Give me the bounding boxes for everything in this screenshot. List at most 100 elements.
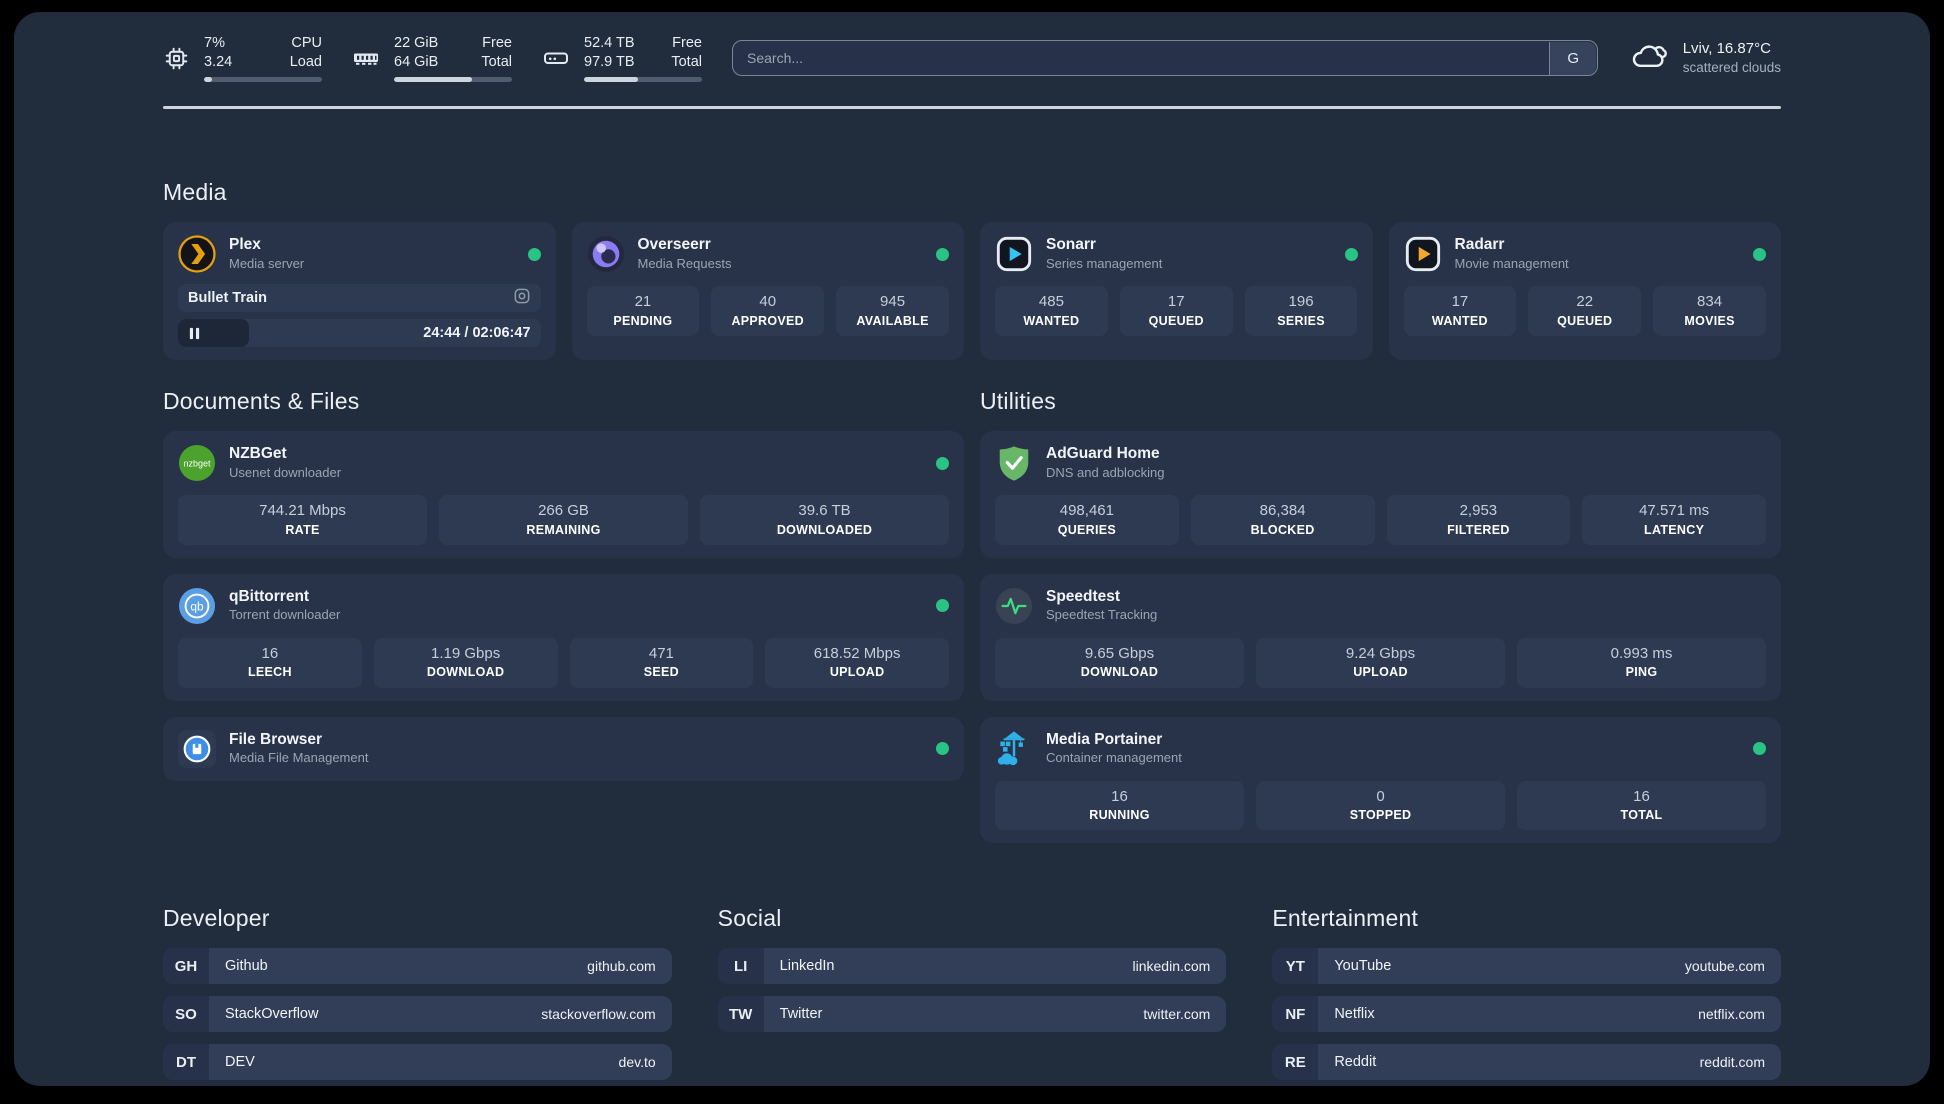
link-name: Twitter xyxy=(779,1006,823,1023)
stat-value: 266 GB xyxy=(538,502,589,519)
qbittorrent-icon: qb xyxy=(178,587,216,625)
link-twitter[interactable]: TW Twitter twitter.com xyxy=(717,996,1227,1033)
stat-label: STOPPED xyxy=(1349,808,1412,822)
section-documents: Documents & Files nzbget NZBGet Usenet d xyxy=(163,388,964,781)
stat-value: 0 xyxy=(1376,787,1385,805)
link-stackoverflow[interactable]: SO StackOverflow stackoverflow.com xyxy=(163,996,672,1033)
stat-tile: 9.24 Gbps UPLOAD xyxy=(1256,637,1505,688)
stat-value: 40 xyxy=(759,293,777,310)
link-github[interactable]: GH Github github.com xyxy=(163,948,672,985)
status-dot xyxy=(1344,247,1358,261)
disk-progress-bar xyxy=(584,76,702,82)
link-netflix[interactable]: NF Netflix netflix.com xyxy=(1272,996,1781,1033)
service-title: File Browser xyxy=(229,730,323,748)
memory-free-value: 22 GiB xyxy=(394,35,439,52)
stat-value: 39.6 TB xyxy=(798,502,851,519)
disk-icon xyxy=(542,44,570,72)
filebrowser-icon xyxy=(178,729,216,768)
stat-value: 17 xyxy=(1451,293,1469,310)
cpu-load-value: 3.24 xyxy=(204,54,233,70)
cpu-usage-label: CPU xyxy=(291,35,322,52)
section-utilities: Utilities AdGuard Home DNS and adblocki xyxy=(980,388,1781,844)
service-card-plex[interactable]: Plex Media server Bullet Train xyxy=(163,222,556,360)
status-dot xyxy=(1753,247,1766,261)
section-developer: Developer GH Github github.com SO StackO… xyxy=(163,905,672,1086)
stat-tile: 16 LEECH xyxy=(178,637,362,688)
link-name: LinkedIn xyxy=(779,958,835,975)
service-card-radarr[interactable]: Radarr Movie management 17 WANTED 22 QUE… xyxy=(1388,222,1781,360)
stat-tile: 0 STOPPED xyxy=(1256,780,1505,831)
link-badge: SO xyxy=(163,996,209,1033)
stat-value: 16 xyxy=(1111,787,1128,805)
playback-progress-bar: 24:44 / 02:06:47 xyxy=(178,319,541,347)
link-name: StackOverflow xyxy=(225,1006,319,1023)
link-reddit[interactable]: RE Reddit reddit.com xyxy=(1272,1044,1781,1081)
stat-value: 21 xyxy=(634,293,652,310)
service-title: AdGuard Home xyxy=(1046,445,1160,463)
service-card-filebrowser[interactable]: File Browser Media File Management xyxy=(163,716,964,781)
link-badge: GH xyxy=(163,948,209,985)
service-card-qbittorrent[interactable]: qb qBittorrent Torrent downloader 16 LEE… xyxy=(163,573,964,701)
service-card-nzbget[interactable]: nzbget NZBGet Usenet downloader 744.21 M… xyxy=(163,431,964,558)
link-youtube[interactable]: YT YouTube youtube.com xyxy=(1272,948,1781,985)
status-dot xyxy=(936,599,949,613)
link-badge: YT xyxy=(1272,948,1319,985)
adguard-icon xyxy=(995,444,1033,482)
service-card-portainer[interactable]: Media Portainer Container management 16 … xyxy=(980,716,1781,844)
media-heading: Media xyxy=(163,179,227,205)
cpu-usage-value: 7% xyxy=(204,35,225,52)
stat-label: SEED xyxy=(643,665,679,680)
search-input[interactable] xyxy=(732,40,1598,76)
stat-value: 47.571 ms xyxy=(1639,502,1710,519)
documents-heading: Documents & Files xyxy=(163,388,360,414)
service-card-sonarr[interactable]: Sonarr Series management 485 WANTED 17 Q… xyxy=(980,222,1373,360)
stat-label: RATE xyxy=(285,522,320,537)
plex-icon xyxy=(178,235,216,273)
stat-tile: 2,953 FILTERED xyxy=(1386,495,1571,545)
service-card-adguard[interactable]: AdGuard Home DNS and adblocking 498,461 … xyxy=(980,431,1781,558)
stat-label: FILTERED xyxy=(1447,522,1510,537)
link-name: Netflix xyxy=(1334,1006,1375,1023)
service-title: Overseerr xyxy=(637,236,711,254)
service-subtitle: DNS and adblocking xyxy=(1046,464,1165,480)
service-card-overseerr[interactable]: Overseerr Media Requests 21 PENDING 40 A… xyxy=(571,222,964,360)
stat-value: 1.19 Gbps xyxy=(431,644,501,662)
link-dev[interactable]: DT DEV dev.to xyxy=(163,1044,672,1081)
search-engine-button[interactable]: G xyxy=(1549,41,1597,75)
stat-tile: 266 GB REMAINING xyxy=(439,495,688,545)
cpu-stat: 7% 3.24 CPU Load xyxy=(163,34,322,82)
stat-label: PENDING xyxy=(613,313,673,328)
service-title: NZBGet xyxy=(229,445,287,463)
now-playing-row: Bullet Train xyxy=(178,284,541,312)
status-dot xyxy=(936,247,949,261)
stat-label: MOVIES xyxy=(1684,313,1735,328)
link-name: DEV xyxy=(225,1054,255,1071)
svg-text:qb: qb xyxy=(190,599,204,613)
stat-label: UPLOAD xyxy=(1353,665,1408,680)
stat-tile: 0.993 ms PING xyxy=(1517,637,1766,688)
service-subtitle: Movie management xyxy=(1454,255,1569,271)
stat-label: UPLOAD xyxy=(829,665,885,680)
service-subtitle: Usenet downloader xyxy=(229,464,342,480)
stat-tile: 47.571 ms LATENCY xyxy=(1582,495,1766,545)
stat-tile: 16 RUNNING xyxy=(995,780,1244,831)
service-subtitle: Media server xyxy=(229,255,305,271)
link-linkedin[interactable]: LI LinkedIn linkedin.com xyxy=(717,948,1227,985)
stat-label: TOTAL xyxy=(1620,808,1663,822)
stat-tile: 196 SERIES xyxy=(1244,286,1358,336)
status-dot xyxy=(1753,742,1766,755)
service-card-speedtest[interactable]: Speedtest Speedtest Tracking 9.65 Gbps D… xyxy=(980,573,1781,701)
stat-tile: 22 QUEUED xyxy=(1528,286,1642,336)
radarr-icon xyxy=(1404,235,1442,273)
pause-icon[interactable] xyxy=(188,327,201,340)
stat-label: BLOCKED xyxy=(1250,522,1315,537)
stat-value: 86,384 xyxy=(1259,502,1306,519)
stat-value: 16 xyxy=(1633,787,1650,805)
service-title: qBittorrent xyxy=(229,588,310,606)
stat-tile: 1.19 Gbps DOWNLOAD xyxy=(373,637,558,688)
speedtest-icon xyxy=(995,587,1033,625)
disk-total-label: Total xyxy=(671,54,702,70)
disk-free-value: 52.4 TB xyxy=(584,35,635,52)
service-title: Sonarr xyxy=(1046,236,1096,254)
cpu-progress-bar xyxy=(204,76,322,82)
